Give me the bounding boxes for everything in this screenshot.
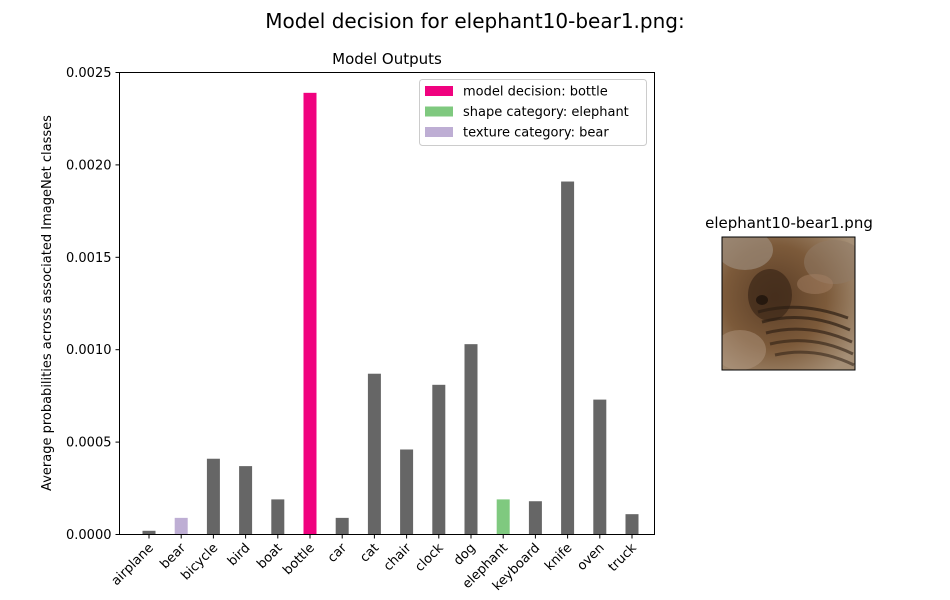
bar-bottle (303, 92, 317, 535)
legend-label: texture category: bear (463, 126, 609, 141)
bars-group (142, 92, 639, 535)
bar-bird (239, 466, 253, 535)
x-tick-label-bottle: bottle (280, 541, 317, 578)
y-tick-label: 0.0010 (66, 343, 112, 358)
bar-bicycle (206, 458, 220, 535)
bar-car (335, 517, 349, 535)
bar-clock (432, 384, 446, 535)
x-tick-label-bird: bird (225, 541, 253, 569)
chart-title: Model Outputs (332, 50, 442, 68)
x-tick-label-oven: oven (574, 541, 607, 574)
bar-knife (561, 181, 575, 535)
image-title: elephant10-bear1.png (705, 214, 873, 232)
x-tick-label-cat: cat (357, 541, 382, 566)
y-tick-label: 0.0000 (66, 528, 112, 543)
x-tick-label-dog: dog (451, 541, 479, 569)
y-tick-label: 0.0020 (66, 158, 112, 173)
bar-bear (174, 517, 188, 535)
bar-elephant (496, 499, 510, 535)
x-tick-label-bicycle: bicycle (178, 541, 221, 584)
bar-keyboard (528, 501, 542, 535)
y-tick-label: 0.0015 (66, 251, 112, 266)
x-tick-label-chair: chair (381, 540, 415, 574)
legend: model decision: bottle shape category: el… (419, 79, 647, 146)
figure-suptitle: Model decision for elephant10-bear1.png: (265, 9, 684, 33)
x-tick-label-truck: truck (606, 540, 641, 575)
legend-swatch (425, 127, 453, 137)
legend-label: shape category: elephant (463, 105, 629, 120)
x-tick-label-knife: knife (542, 541, 575, 574)
bar-dog (464, 344, 478, 535)
y-axis-label: Average probabilities across associated … (40, 115, 55, 491)
legend-box (419, 79, 647, 146)
x-tick-label-airplane: airplane (109, 541, 157, 589)
x-tick-label-clock: clock (412, 540, 447, 575)
bar-chair (400, 449, 414, 535)
y-tick-label: 0.0025 (66, 66, 112, 81)
y-tick-label: 0.0005 (66, 436, 112, 451)
bar-boat (271, 499, 285, 535)
stimulus-image (721, 236, 856, 371)
x-tick-label-car: car (325, 540, 351, 566)
bar-airplane (142, 530, 156, 535)
legend-swatch (425, 106, 453, 117)
bar-cat (367, 373, 381, 535)
legend-swatch (425, 86, 453, 96)
legend-label: model decision: bottle (463, 85, 608, 100)
bar-oven (593, 399, 607, 535)
bar-truck (625, 514, 639, 535)
y-ticks-group: 0.0000 0.0005 0.0010 0.0015 0.0020 0.0025 (66, 66, 120, 543)
axes-frame (119, 72, 655, 535)
